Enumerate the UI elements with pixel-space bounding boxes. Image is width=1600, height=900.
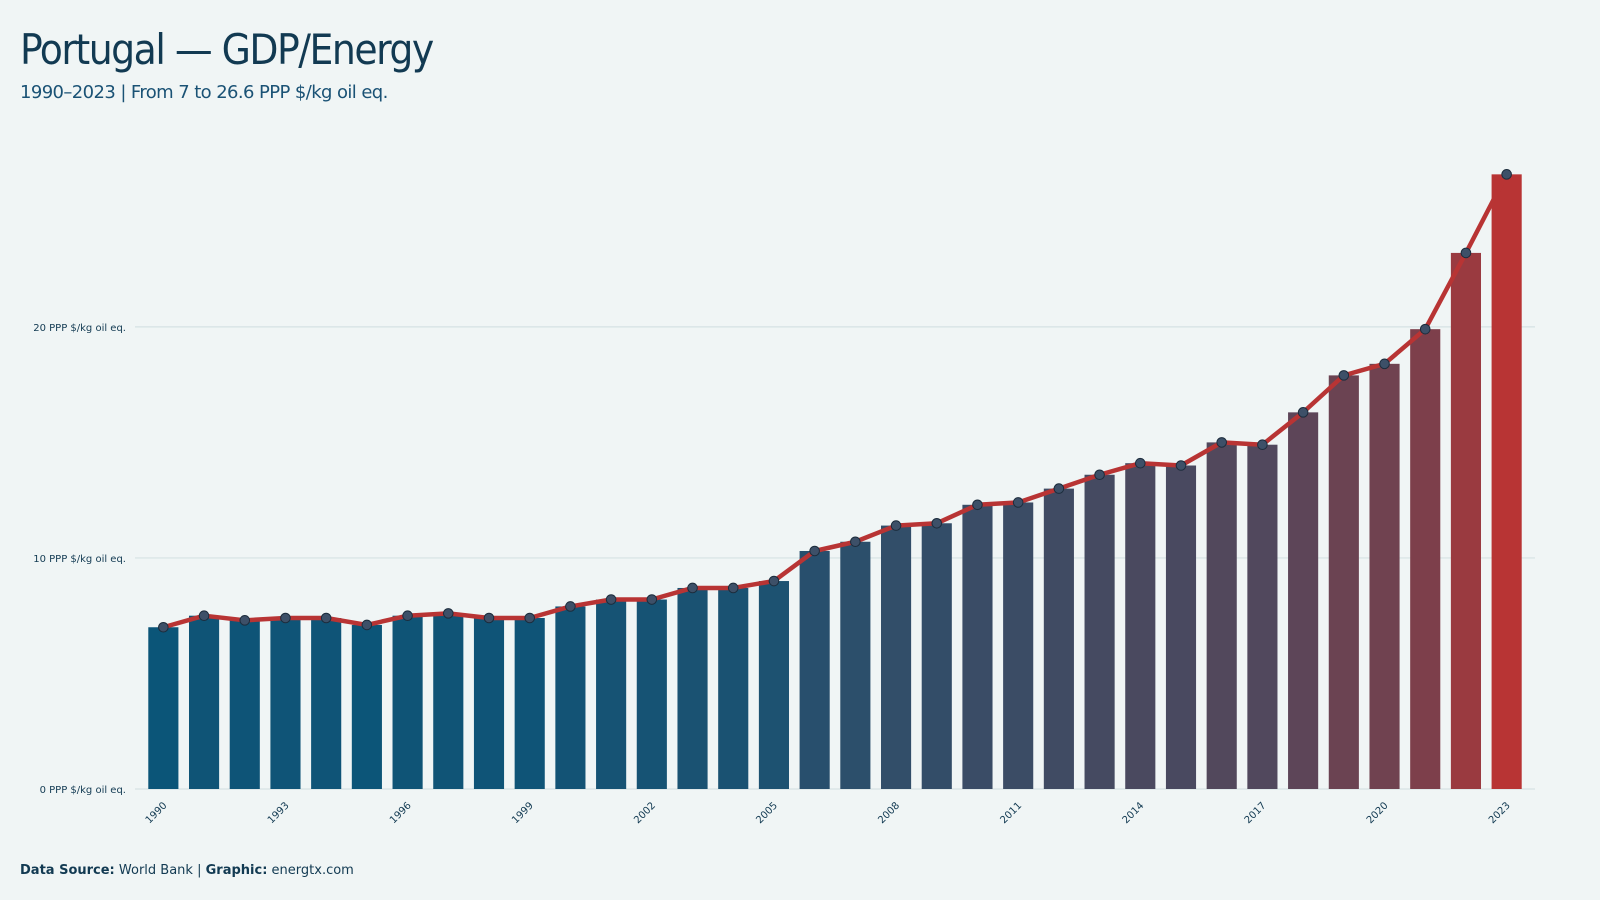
point [687, 582, 698, 594]
separator: | [197, 863, 201, 878]
bar [718, 587, 749, 789]
point [1012, 497, 1024, 508]
point [1297, 407, 1309, 418]
bar [433, 613, 464, 789]
point [1053, 483, 1065, 494]
credit: energtx.com [272, 863, 354, 878]
bar [473, 618, 505, 789]
point [1379, 358, 1390, 370]
bar [921, 523, 952, 789]
bar [351, 624, 382, 789]
x-tick-label: 2017 [1243, 800, 1269, 826]
bar [1328, 375, 1359, 789]
point [646, 594, 658, 605]
x-tick-label: 2005 [754, 800, 780, 826]
point [809, 545, 820, 557]
bar [1450, 252, 1482, 789]
y-tick-label: 0 PPP $/kg oil eq. [40, 785, 126, 796]
bar [1165, 465, 1197, 789]
bar [1043, 488, 1074, 789]
bar [880, 525, 912, 789]
credit-label: Graphic: [206, 863, 268, 878]
point [768, 575, 780, 587]
bar [758, 581, 790, 789]
bar [840, 541, 871, 789]
x-tick-label: 1996 [388, 800, 414, 826]
bar [555, 606, 586, 789]
x-tick-label: 2008 [876, 800, 902, 826]
chart-subtitle: 1990–2023 | From 7 to 26.6 PPP $/kg oil … [20, 82, 388, 103]
x-tick-label: 2011 [999, 800, 1025, 826]
x-tick-label: 1993 [266, 800, 292, 826]
bar [1369, 363, 1400, 789]
y-tick-label: 10 PPP $/kg oil eq. [33, 554, 126, 565]
point [524, 612, 536, 624]
bar [1288, 412, 1319, 789]
point [605, 594, 617, 605]
bar [596, 599, 627, 789]
point [442, 608, 454, 619]
point [1338, 370, 1350, 381]
bar [1125, 463, 1156, 789]
bar [1491, 174, 1522, 790]
point [1094, 469, 1105, 481]
y-tick-label: 20 PPP $/kg oil eq. [33, 323, 126, 334]
bar [270, 618, 301, 789]
point [931, 517, 943, 529]
point [1175, 460, 1187, 471]
point [972, 499, 983, 511]
x-tick-label: 2002 [632, 800, 658, 826]
source-label: Data Source: [20, 863, 115, 878]
x-tick-label: 2023 [1487, 800, 1513, 826]
bar [1084, 474, 1115, 789]
point [158, 621, 169, 633]
point [890, 520, 902, 531]
footer: Data Source: World Bank | Graphic: energ… [20, 863, 354, 878]
bar [514, 618, 545, 789]
chart-title: Portugal — GDP/Energy [20, 25, 434, 74]
point [320, 612, 332, 624]
bar [677, 587, 708, 789]
point [239, 615, 251, 626]
point [198, 610, 210, 621]
trend-line [162, 173, 1509, 630]
point [1460, 247, 1472, 259]
point [1257, 439, 1268, 451]
point [1501, 169, 1512, 180]
bar [148, 627, 179, 789]
point [1419, 323, 1431, 335]
bar [188, 615, 220, 789]
x-tick-label: 2014 [1121, 800, 1147, 826]
point [402, 610, 413, 621]
point [727, 582, 739, 594]
bar [636, 599, 667, 789]
bar [392, 615, 423, 789]
point [483, 612, 495, 624]
bar [962, 504, 993, 789]
point [565, 601, 576, 612]
x-tick-label: 1999 [510, 800, 536, 826]
point [361, 619, 373, 631]
point [1134, 457, 1146, 469]
point [280, 612, 291, 624]
source: World Bank [119, 863, 194, 878]
bar [1247, 444, 1278, 789]
bar [1003, 502, 1034, 789]
bar [1410, 329, 1441, 789]
point [850, 536, 861, 548]
bar [229, 620, 260, 789]
x-tick-label: 2020 [1365, 800, 1391, 826]
bar [311, 618, 342, 789]
x-tick-label: 1990 [144, 800, 170, 826]
bar [799, 550, 830, 789]
point [1216, 437, 1228, 448]
bar [1206, 442, 1237, 789]
